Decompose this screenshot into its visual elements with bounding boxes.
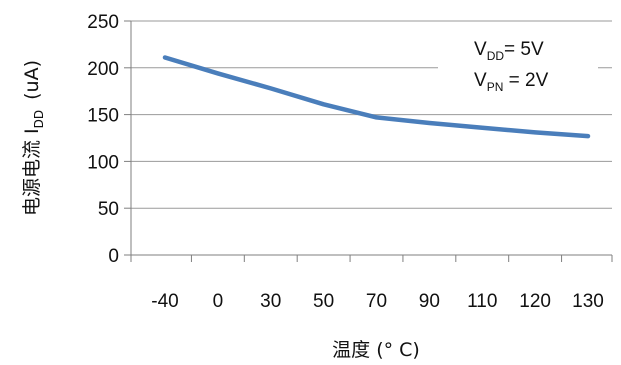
x-tick-label: 130 — [572, 291, 604, 312]
x-tick-label: 110 — [467, 291, 497, 312]
y-tick-label: 0 — [108, 246, 119, 267]
x-tick-label: 120 — [519, 291, 551, 312]
y-tick-label: 150 — [87, 106, 119, 127]
x-tick-label: 70 — [366, 291, 387, 312]
annotation-vpn: VPN = 2V — [474, 70, 549, 94]
y-tick-label: 100 — [87, 152, 119, 173]
x-axis: -40 0 30 50 70 90 110 120 130 — [130, 254, 613, 312]
x-tick-label: 0 — [213, 291, 224, 312]
y-axis-title: 电源电流 IDD(uA) — [21, 60, 46, 216]
x-tick-label: 30 — [260, 291, 281, 312]
annotation-background — [438, 24, 598, 104]
series-layer — [162, 55, 591, 139]
y-axis: 0 50 100 150 200 250 — [87, 12, 132, 267]
x-tick-label: 90 — [419, 291, 440, 312]
x-tick-label: 50 — [313, 291, 334, 312]
y-tick-label: 250 — [87, 12, 119, 33]
y-tick-label: 50 — [98, 199, 119, 220]
x-axis-title: 温度 (° C) — [332, 339, 420, 361]
annotation-vdd: VDD= 5V — [474, 39, 544, 63]
x-tick-label: -40 — [151, 291, 178, 312]
y-tick-label: 200 — [87, 59, 119, 80]
